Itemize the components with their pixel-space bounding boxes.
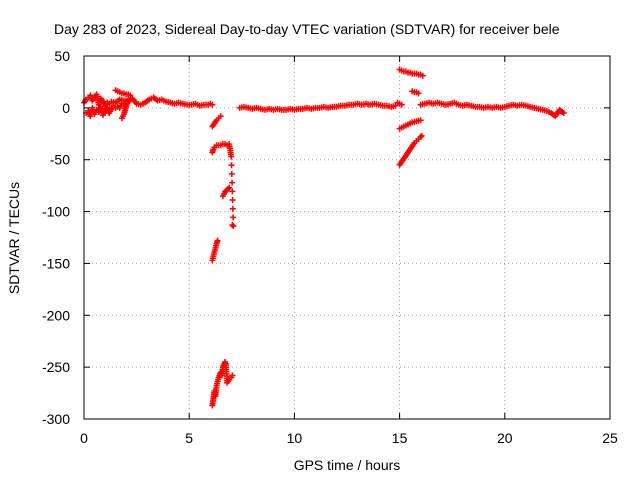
grid-lines: [84, 56, 610, 419]
data-point: [417, 133, 424, 140]
data-point: [419, 72, 426, 79]
data-point: [229, 205, 236, 212]
data-point: [228, 153, 235, 160]
data-point: [229, 372, 236, 379]
data-point: [228, 162, 235, 169]
data-point: [230, 214, 237, 221]
data-point: [229, 179, 236, 186]
y-tick-label: 0: [62, 100, 70, 116]
x-tick-label: 20: [497, 430, 513, 446]
data-point: [225, 185, 232, 192]
x-axis-title: GPS time / hours: [294, 457, 401, 473]
y-axis-title: SDTVAR / TECUs: [6, 182, 22, 294]
x-tick-label: 5: [185, 430, 193, 446]
data-point: [418, 132, 425, 139]
data-point: [560, 110, 567, 117]
y-tick-label: -300: [42, 411, 70, 427]
data-points: [81, 66, 567, 409]
y-tick-label: -200: [42, 307, 70, 323]
data-point: [415, 90, 422, 97]
data-point: [209, 101, 216, 108]
y-tick-label: -250: [42, 359, 70, 375]
plot-frame: [83, 55, 611, 420]
y-tick-label: -100: [42, 204, 70, 220]
x-tick-label: 25: [602, 430, 618, 446]
data-point: [217, 113, 224, 120]
y-tick-label: 50: [54, 48, 70, 64]
data-point: [228, 170, 235, 177]
x-tick-label: 0: [80, 430, 88, 446]
data-point: [417, 117, 424, 124]
chart-title: Day 283 of 2023, Sidereal Day-to-day VTE…: [54, 21, 560, 37]
x-tick-label: 15: [392, 430, 408, 446]
y-tick-label: -50: [50, 152, 70, 168]
x-tick-label: 10: [287, 430, 303, 446]
data-point: [230, 223, 237, 230]
data-point: [118, 115, 125, 122]
data-point: [229, 188, 236, 195]
data-point: [214, 237, 221, 244]
data-point: [392, 102, 399, 109]
data-point: [229, 197, 236, 204]
data-point: [229, 222, 236, 229]
data-point: [398, 101, 405, 108]
data-point: [127, 92, 134, 99]
axis-ticks: 0 5 10 15 20 25 50 0 -50 -100 -150 -200 -250 -300: [42, 48, 618, 446]
y-tick-label: -150: [42, 255, 70, 271]
data-point: [226, 184, 233, 191]
